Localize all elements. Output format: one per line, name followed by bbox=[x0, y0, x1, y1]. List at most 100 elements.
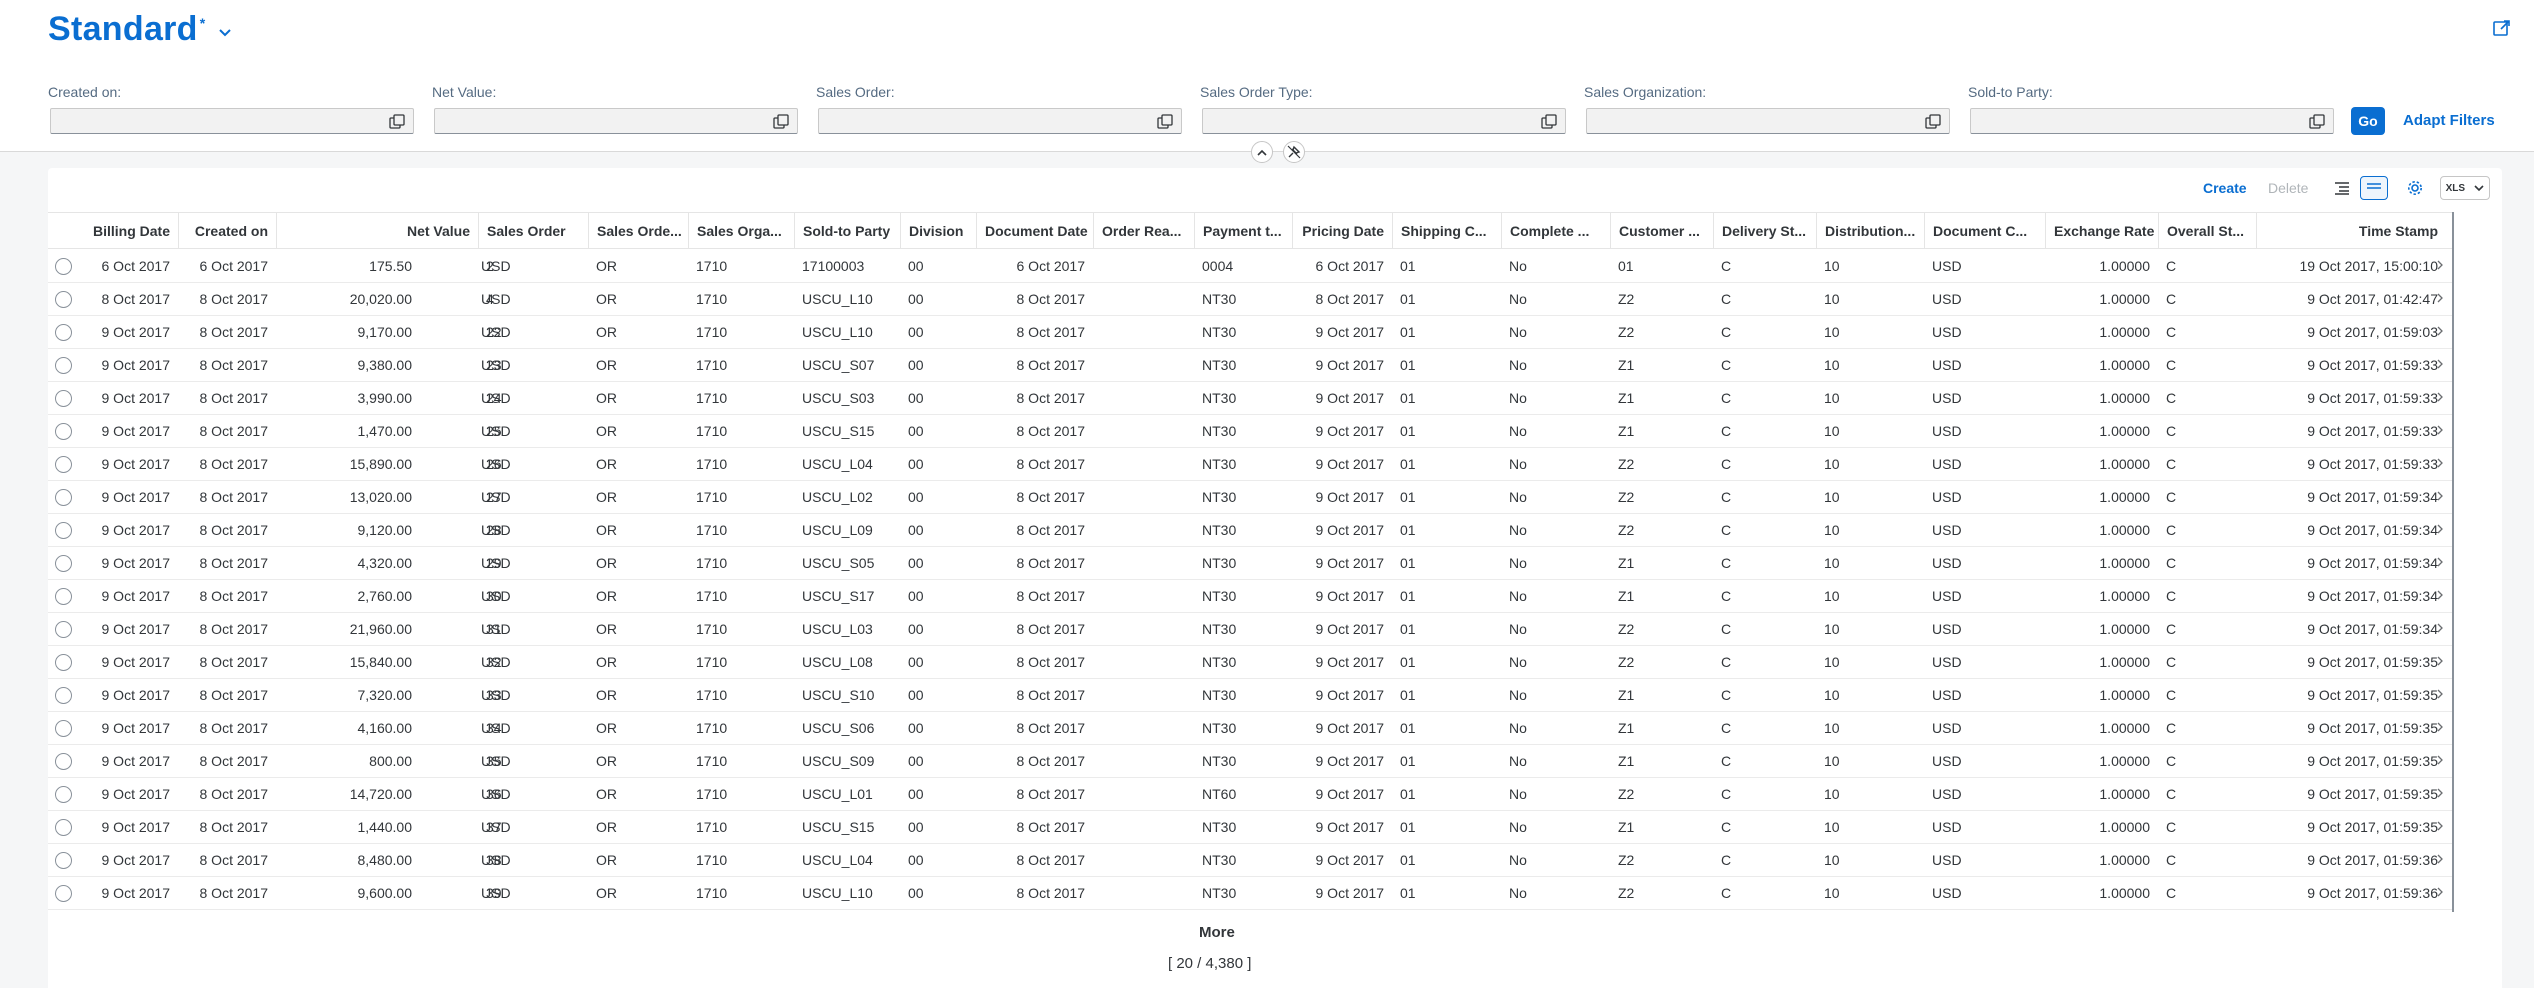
value-help-icon[interactable] bbox=[1541, 114, 1557, 130]
column-header[interactable]: Division bbox=[900, 213, 976, 249]
filter-input[interactable] bbox=[1202, 108, 1566, 134]
table-row[interactable]: 9 Oct 2017 8 Oct 2017 4,320.00 USD 29 OR 1710 U… bbox=[48, 547, 2454, 580]
row-select-radio[interactable] bbox=[55, 423, 72, 440]
more-button[interactable]: More bbox=[1199, 924, 1235, 941]
table-row[interactable]: 9 Oct 2017 8 Oct 2017 7,320.00 USD 33 OR 1710 U… bbox=[48, 679, 2454, 712]
row-select-radio[interactable] bbox=[55, 720, 72, 737]
row-navigation-icon[interactable] bbox=[2430, 547, 2450, 579]
column-header[interactable]: Sales Orde... bbox=[588, 213, 688, 249]
settings-gear-icon[interactable] bbox=[2401, 176, 2429, 200]
column-header[interactable]: Pricing Date bbox=[1292, 213, 1392, 249]
row-select-radio[interactable] bbox=[55, 390, 72, 407]
filter-input[interactable] bbox=[50, 108, 414, 134]
column-header[interactable]: Customer ... bbox=[1610, 213, 1713, 249]
table-row[interactable]: 9 Oct 2017 8 Oct 2017 8,480.00 USD 38 OR 1710 U… bbox=[48, 844, 2454, 877]
go-button[interactable]: Go bbox=[2351, 107, 2385, 135]
row-select-radio[interactable] bbox=[55, 852, 72, 869]
column-header[interactable]: Document Date bbox=[976, 213, 1093, 249]
column-header[interactable]: Time Stamp bbox=[2256, 213, 2446, 249]
vertical-scrollbar[interactable] bbox=[2452, 212, 2454, 912]
column-header[interactable]: Sales Order bbox=[478, 213, 588, 249]
table-row[interactable]: 9 Oct 2017 8 Oct 2017 14,720.00 USD 36 OR 1710… bbox=[48, 778, 2454, 811]
row-navigation-icon[interactable] bbox=[2430, 448, 2450, 480]
row-select-radio[interactable] bbox=[55, 654, 72, 671]
row-navigation-icon[interactable] bbox=[2430, 580, 2450, 612]
row-navigation-icon[interactable] bbox=[2430, 745, 2450, 777]
table-row[interactable]: 9 Oct 2017 8 Oct 2017 1,440.00 USD 37 OR 1710 U… bbox=[48, 811, 2454, 844]
column-header[interactable]: Sold-to Party bbox=[794, 213, 900, 249]
table-row[interactable]: 9 Oct 2017 8 Oct 2017 800.00 USD 35 OR 1710 USC… bbox=[48, 745, 2454, 778]
export-menu-button[interactable]: XLS bbox=[2440, 176, 2490, 200]
filter-input[interactable] bbox=[434, 108, 798, 134]
column-header[interactable]: Payment t... bbox=[1194, 213, 1292, 249]
row-select-radio[interactable] bbox=[55, 621, 72, 638]
adapt-filters-button[interactable]: Adapt Filters bbox=[2403, 112, 2495, 129]
column-header[interactable]: Order Rea... bbox=[1093, 213, 1194, 249]
chevron-down-icon[interactable] bbox=[219, 21, 231, 42]
value-help-icon[interactable] bbox=[389, 114, 405, 130]
row-select-radio[interactable] bbox=[55, 489, 72, 506]
row-navigation-icon[interactable] bbox=[2430, 514, 2450, 546]
table-row[interactable]: 9 Oct 2017 8 Oct 2017 4,160.00 USD 34 OR 1710 U… bbox=[48, 712, 2454, 745]
column-header[interactable]: Sales Orga... bbox=[688, 213, 794, 249]
table-row[interactable]: 9 Oct 2017 8 Oct 2017 9,120.00 USD 28 OR 1710 U… bbox=[48, 514, 2454, 547]
row-select-radio[interactable] bbox=[55, 456, 72, 473]
column-header[interactable]: Complete ... bbox=[1501, 213, 1610, 249]
row-navigation-icon[interactable] bbox=[2430, 415, 2450, 447]
row-select-radio[interactable] bbox=[55, 324, 72, 341]
table-row[interactable]: 9 Oct 2017 8 Oct 2017 9,170.00 USD 22 OR 1710 U… bbox=[48, 316, 2454, 349]
filter-input[interactable] bbox=[1970, 108, 2334, 134]
row-navigation-icon[interactable] bbox=[2430, 316, 2450, 348]
table-row[interactable]: 9 Oct 2017 8 Oct 2017 15,840.00 USD 32 OR 1710… bbox=[48, 646, 2454, 679]
row-navigation-icon[interactable] bbox=[2430, 613, 2450, 645]
row-navigation-icon[interactable] bbox=[2430, 844, 2450, 876]
row-navigation-icon[interactable] bbox=[2430, 382, 2450, 414]
table-row[interactable]: 9 Oct 2017 8 Oct 2017 13,020.00 USD 27 OR 1710… bbox=[48, 481, 2454, 514]
pin-header-button[interactable] bbox=[1283, 141, 1305, 163]
row-select-radio[interactable] bbox=[55, 522, 72, 539]
condensed-rows-icon[interactable] bbox=[2360, 176, 2388, 200]
row-select-radio[interactable] bbox=[55, 819, 72, 836]
row-select-radio[interactable] bbox=[55, 588, 72, 605]
table-row[interactable]: 9 Oct 2017 8 Oct 2017 3,990.00 USD 24 OR 1710 U… bbox=[48, 382, 2454, 415]
row-select-radio[interactable] bbox=[55, 885, 72, 902]
row-select-radio[interactable] bbox=[55, 291, 72, 308]
column-header[interactable]: Exchange Rate bbox=[2045, 213, 2158, 249]
row-navigation-icon[interactable] bbox=[2430, 679, 2450, 711]
row-navigation-icon[interactable] bbox=[2430, 811, 2450, 843]
row-select-radio[interactable] bbox=[55, 555, 72, 572]
row-navigation-icon[interactable] bbox=[2430, 250, 2450, 282]
row-select-radio[interactable] bbox=[55, 357, 72, 374]
delete-button[interactable]: Delete bbox=[2268, 180, 2309, 196]
share-icon[interactable] bbox=[2492, 18, 2512, 38]
value-help-icon[interactable] bbox=[1925, 114, 1941, 130]
row-navigation-icon[interactable] bbox=[2430, 481, 2450, 513]
expand-rows-icon[interactable] bbox=[2328, 176, 2356, 200]
column-header[interactable]: Distribution... bbox=[1816, 213, 1924, 249]
variant-title[interactable]: Standard bbox=[48, 10, 198, 48]
filter-input[interactable] bbox=[818, 108, 1182, 134]
row-select-radio[interactable] bbox=[55, 687, 72, 704]
table-row[interactable]: 9 Oct 2017 8 Oct 2017 2,760.00 USD 30 OR 1710 U… bbox=[48, 580, 2454, 613]
table-row[interactable]: 9 Oct 2017 8 Oct 2017 1,470.00 USD 25 OR 1710 U… bbox=[48, 415, 2454, 448]
row-select-radio[interactable] bbox=[55, 753, 72, 770]
table-row[interactable]: 9 Oct 2017 8 Oct 2017 9,600.00 USD 39 OR 1710 U… bbox=[48, 877, 2454, 910]
collapse-header-button[interactable] bbox=[1251, 141, 1273, 163]
row-navigation-icon[interactable] bbox=[2430, 778, 2450, 810]
row-navigation-icon[interactable] bbox=[2430, 877, 2450, 909]
column-header[interactable]: Shipping C... bbox=[1392, 213, 1501, 249]
value-help-icon[interactable] bbox=[773, 114, 789, 130]
column-header[interactable]: Document C... bbox=[1924, 213, 2045, 249]
variant-selector[interactable]: Standard * bbox=[48, 10, 231, 49]
table-row[interactable]: 8 Oct 2017 8 Oct 2017 20,020.00 USD 4 OR 1710 U… bbox=[48, 283, 2454, 316]
row-navigation-icon[interactable] bbox=[2430, 646, 2450, 678]
row-select-radio[interactable] bbox=[55, 786, 72, 803]
row-select-radio[interactable] bbox=[55, 258, 72, 275]
table-row[interactable]: 9 Oct 2017 8 Oct 2017 15,890.00 USD 26 OR 1710… bbox=[48, 448, 2454, 481]
column-header[interactable]: Overall St... bbox=[2158, 213, 2256, 249]
column-header[interactable]: Created on bbox=[178, 213, 276, 249]
value-help-icon[interactable] bbox=[2309, 114, 2325, 130]
filter-input[interactable] bbox=[1586, 108, 1950, 134]
table-row[interactable]: 9 Oct 2017 8 Oct 2017 21,960.00 USD 31 OR 1710… bbox=[48, 613, 2454, 646]
row-navigation-icon[interactable] bbox=[2430, 283, 2450, 315]
